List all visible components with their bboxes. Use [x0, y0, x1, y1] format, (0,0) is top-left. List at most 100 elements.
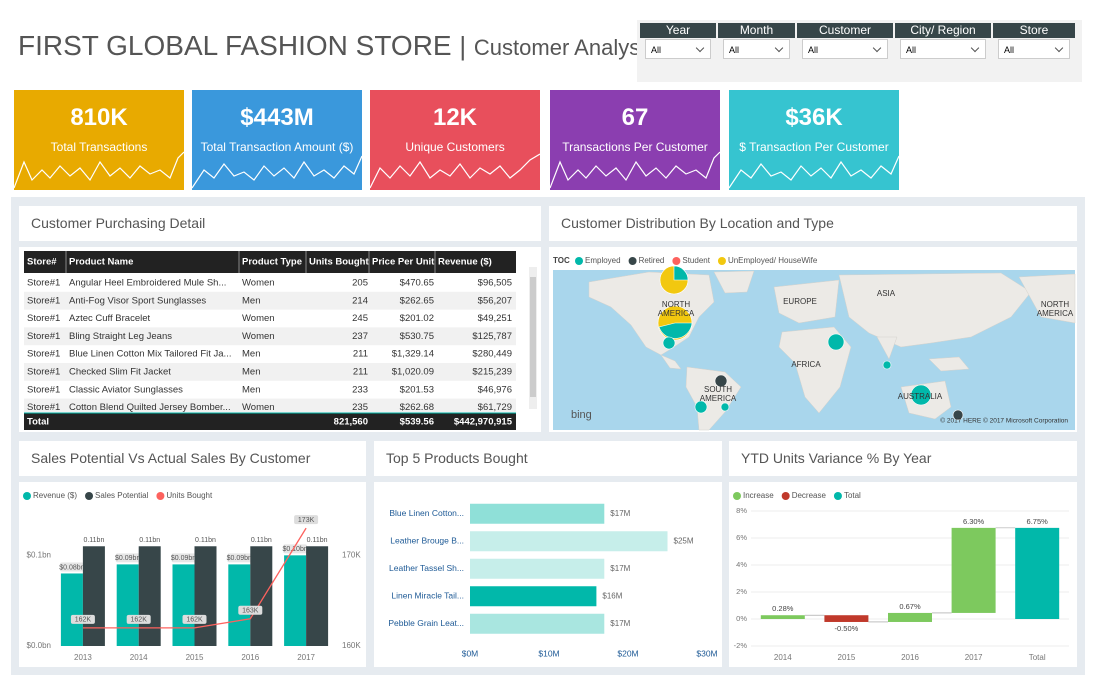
- legend-dot: [733, 492, 741, 500]
- table-cell: 237: [352, 331, 368, 342]
- panel-title: Customer Distribution By Location and Ty…: [549, 206, 1077, 241]
- pie-marker: [694, 400, 708, 414]
- filter-dropdown[interactable]: All: [645, 39, 711, 59]
- header: FIRST GLOBAL FASHION STORE | Customer An…: [18, 30, 656, 62]
- y-tick-label: $0.0bn: [27, 641, 51, 650]
- y-tick-label: Leather Brouge B...: [390, 536, 464, 546]
- bar: [470, 586, 597, 607]
- data-label: $0.09bn: [171, 555, 196, 562]
- bar: [138, 546, 161, 646]
- map-label: SOUTH AMERICA: [699, 385, 737, 403]
- column-header: Units Bought: [309, 257, 369, 268]
- legend-dot: [717, 257, 726, 265]
- kpi-card: 67 Transactions Per Customer: [550, 90, 720, 190]
- filter: Month All: [718, 23, 795, 79]
- legend-label: Increase: [743, 491, 774, 500]
- row-band: [24, 363, 516, 381]
- column-header: Product Type: [242, 257, 302, 268]
- y-tick-label: 6%: [736, 533, 747, 542]
- continent: [685, 366, 742, 431]
- table-cell: $125,787: [472, 331, 512, 342]
- bar: [470, 558, 605, 579]
- table-cell: Store#1: [27, 402, 60, 413]
- filter-value: All: [906, 45, 917, 55]
- table-cell: Checked Slim Fit Jacket: [69, 367, 171, 378]
- table-cell: Store#1: [27, 313, 60, 324]
- filter-dropdown[interactable]: All: [802, 39, 888, 59]
- table-cell: Anti-Fog Visor Sport Sunglasses: [69, 295, 206, 306]
- continent: [876, 336, 898, 360]
- label-bg: [182, 614, 207, 624]
- pie-marker: [910, 384, 932, 406]
- sparkline-line: [192, 155, 362, 189]
- data-label: -0.50%: [835, 624, 859, 633]
- scroll-thumb[interactable]: [530, 277, 536, 397]
- y2-tick-label: 160K: [342, 641, 361, 650]
- data-label: $0.10bn: [282, 546, 307, 553]
- table-cell: 245: [352, 313, 368, 324]
- y-tick-label: Leather Tassel Sh...: [389, 563, 464, 573]
- sparkline-line: [370, 153, 540, 189]
- legend-label: Retired: [639, 256, 665, 265]
- data-label: 0.11bn: [195, 537, 216, 544]
- location-markers: [657, 265, 964, 421]
- table-cell: Store#1: [27, 384, 60, 395]
- legend-label: Revenue ($): [33, 491, 77, 500]
- kpi-value: $443M: [240, 104, 314, 131]
- kpi-value: 810K: [70, 104, 128, 131]
- label-bg: [294, 515, 319, 525]
- column-header: Revenue ($): [438, 257, 492, 268]
- bar: [760, 615, 805, 619]
- legend-label: Units Bought: [166, 491, 213, 500]
- x-tick-label: 2014: [774, 653, 792, 662]
- pie-marker: [662, 336, 676, 350]
- filter-label: City/ Region: [895, 23, 991, 38]
- column-header: Price Per Unit: [372, 257, 435, 268]
- x-tick-label: 2015: [838, 653, 856, 662]
- sparkline: [192, 155, 362, 189]
- map-label: AUSTRALIA: [897, 392, 943, 401]
- filter-value: All: [729, 45, 740, 55]
- map-label: NORTH AMERICA: [657, 300, 695, 318]
- filter-dropdown[interactable]: All: [998, 39, 1070, 59]
- data-label: 0.11bn: [307, 537, 328, 544]
- bar: [250, 546, 273, 646]
- filter-label: Store: [993, 23, 1075, 38]
- label-bg: [283, 544, 308, 554]
- pie-marker: [714, 374, 728, 388]
- filter-label: Customer: [797, 23, 893, 38]
- y-tick-label: Blue Linen Cotton...: [389, 508, 464, 518]
- x-tick-label: $10M: [538, 648, 559, 658]
- row-band: [24, 398, 516, 417]
- data-label: 6.30%: [963, 517, 985, 526]
- legend-label: Decrease: [792, 491, 827, 500]
- table-cell: 235: [352, 402, 368, 413]
- y-tick-label: $0.1bn: [27, 550, 51, 559]
- bar: [194, 546, 217, 646]
- table-cell: Cotton Blend Quilted Jersey Bomber...: [69, 402, 231, 413]
- map-label: NORTH AMERICA: [1036, 300, 1074, 318]
- x-tick-label: 2016: [901, 653, 919, 662]
- table-cell: Aztec Cuff Bracelet: [69, 313, 151, 324]
- line-label: 162K: [131, 617, 148, 624]
- label-bg: [227, 553, 252, 563]
- continent: [773, 279, 840, 324]
- kpi-card: $443M Total Transaction Amount ($): [192, 90, 362, 190]
- bar: [824, 615, 869, 622]
- table-cell: 214: [352, 295, 368, 306]
- table-cell: $215,239: [472, 367, 512, 378]
- data-label: $17M: [610, 564, 630, 573]
- map: TOC Employed Retired Student UnEmployed/ Hou…: [553, 256, 1076, 431]
- data-label: $17M: [610, 619, 630, 628]
- filter-bar: Year All Month All Customer All City/ Region Al…: [637, 20, 1082, 82]
- bar: [470, 613, 605, 634]
- filter-dropdown[interactable]: All: [723, 39, 790, 59]
- bar-chart: Blue Linen Cotton... $17M Leather Brouge B…: [374, 482, 722, 667]
- legend-dot: [575, 257, 583, 265]
- x-tick-label: Total: [1029, 653, 1046, 662]
- sparkline: [14, 151, 184, 189]
- dashboard-subtitle: Customer Analysis: [473, 35, 657, 60]
- filter-dropdown[interactable]: All: [900, 39, 986, 59]
- y-tick-label: 2%: [736, 587, 747, 596]
